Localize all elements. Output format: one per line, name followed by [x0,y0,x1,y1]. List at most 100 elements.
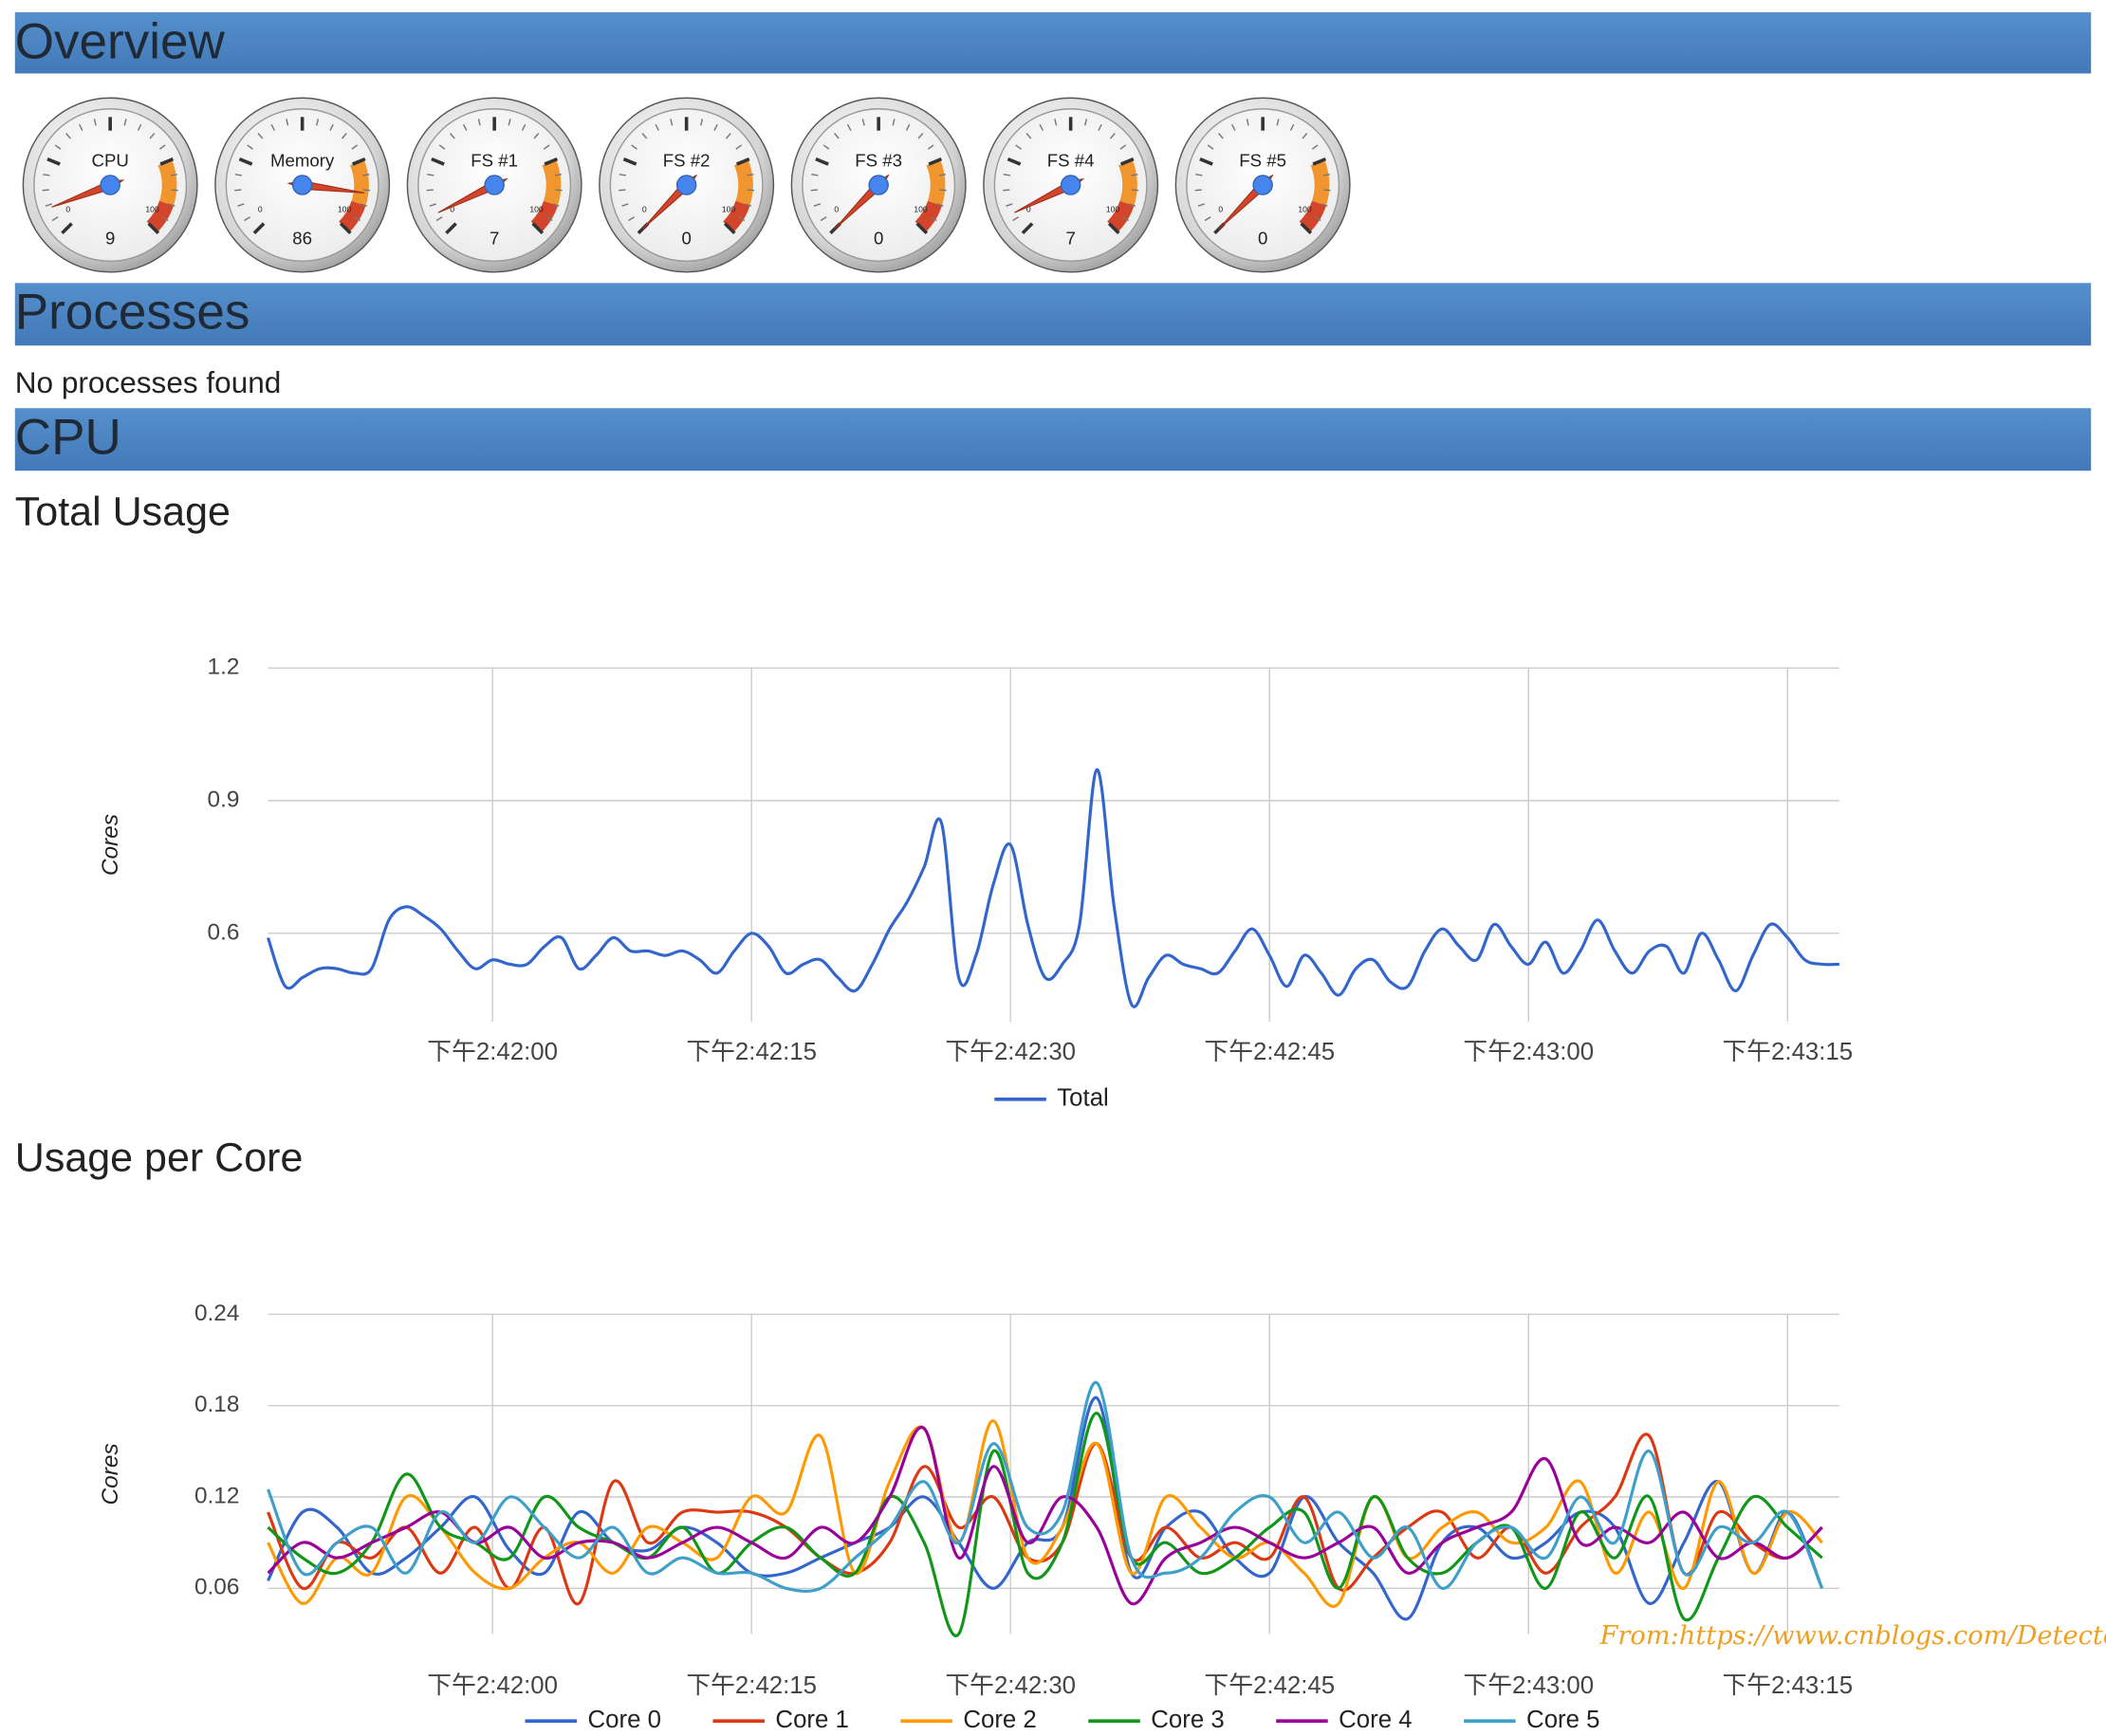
gauge-tick [928,157,943,166]
gauge-tick [1128,203,1136,207]
gauge-band [157,159,177,206]
gauge-hub [291,175,313,195]
gauge-tick [1021,222,1034,235]
gauge-tick [168,203,176,207]
gauge-tick [316,119,320,126]
gauge-min-label: 0 [834,205,839,214]
gauge-tick [533,133,540,139]
watermark: From:https://www.cnblogs.com/Detector/ [1599,1621,2106,1651]
gauge-tick [1199,157,1213,166]
gauge-tick [1025,133,1032,139]
gauge-band [733,159,753,206]
gauge-min-label: 0 [258,205,263,214]
gauge-label: FS #4 [1047,151,1095,171]
gauge-value: 86 [292,228,312,248]
gauge-tick [78,123,83,131]
gauge-tick [1218,133,1224,139]
gauge-hub [100,175,120,195]
gauge-tick [238,157,253,166]
gauge-band [914,200,942,232]
gauge-tick [1119,144,1127,150]
series-line [267,1419,1823,1608]
legend-label: Core 3 [1151,1707,1224,1733]
series-line [267,1412,1823,1637]
x-tick-label: 下午2:42:15 [686,1671,817,1699]
gauge-tick [917,133,924,139]
gauge-tick [508,119,511,126]
gauge-tick [713,123,718,131]
gauge-tick [747,189,755,192]
y-tick-label: 1.2 [208,655,240,680]
legend-label: Core 0 [588,1707,661,1733]
gauge-tick [545,216,553,222]
gauge-tick [834,133,840,139]
gauge-tick [1230,123,1236,131]
gauge-tick [270,123,275,131]
gauge-tick [628,216,636,222]
gauge-tick [51,216,59,222]
gauge-tick [521,123,526,131]
section-header-bar [14,408,2092,471]
gauge-tick [137,123,142,131]
gauge-tick [159,157,175,166]
gauge-band [1310,159,1330,206]
gauge-tick [438,144,446,150]
gauge-tick [1110,133,1116,139]
y-axis-title: Cores [98,814,123,876]
gauge-tick [237,203,245,207]
legend-label: Core 2 [963,1707,1036,1733]
gauge-tick [670,119,674,126]
gauge-min-label: 0 [65,205,70,214]
legend-label: Core 5 [1526,1707,1599,1733]
gauge-tick [927,144,934,150]
gauge-min-label: 0 [1218,205,1223,214]
gauge-tick [1084,119,1088,126]
gauge-band [926,159,946,206]
gauge-tick [726,133,731,139]
gauge-band [723,200,750,232]
gauge-tick [810,189,818,192]
gauge-tick [445,222,457,235]
gauge-tick [161,216,169,222]
gauge-tick [905,123,911,131]
legend-label: Total [1057,1085,1108,1112]
gauge-tick [531,222,545,235]
gauge-tick [171,189,178,192]
gauge-label: FS #1 [471,151,518,171]
gauge-tick [813,203,821,207]
gauge-max-label: 100 [1106,205,1120,214]
legend-label: Core 4 [1339,1707,1412,1733]
gauge-tick [820,216,827,222]
gauge-band [530,200,558,232]
gauge-tick [429,203,437,207]
gauge-tick [450,133,455,139]
gauge-band [1299,200,1326,232]
gauge-tick [45,203,53,207]
gauge-value: 0 [874,228,883,248]
gauge-tick [1122,216,1130,222]
processes-message: No processes found [15,365,282,399]
gauge-max-label: 100 [338,205,352,214]
gauge-value: 7 [1065,228,1075,248]
gauge-tick [619,189,626,192]
gauge-tick [431,157,445,166]
gauge-hub [1252,175,1273,195]
x-tick-label: 下午2:42:15 [686,1038,817,1065]
gauge-tick [46,157,61,166]
gauge-tick [621,203,629,207]
gauge-tick [1276,119,1280,126]
gauge-tick [846,123,852,131]
gauge-hub [868,175,889,195]
gauge-tick [342,133,347,139]
x-tick-label: 下午2:43:15 [1722,1671,1853,1699]
gauge-tick [257,133,264,139]
gauge-tick [892,119,896,126]
gauge-tick [822,144,830,150]
x-tick-label: 下午2:42:30 [945,1038,1076,1065]
gauge-tick [1007,157,1022,166]
gauge-tick [1006,203,1013,207]
chart-title: Usage per Core [15,1136,304,1181]
gauge-band [339,200,366,232]
gauge-tick [735,157,750,166]
gauge-tick [815,157,829,166]
